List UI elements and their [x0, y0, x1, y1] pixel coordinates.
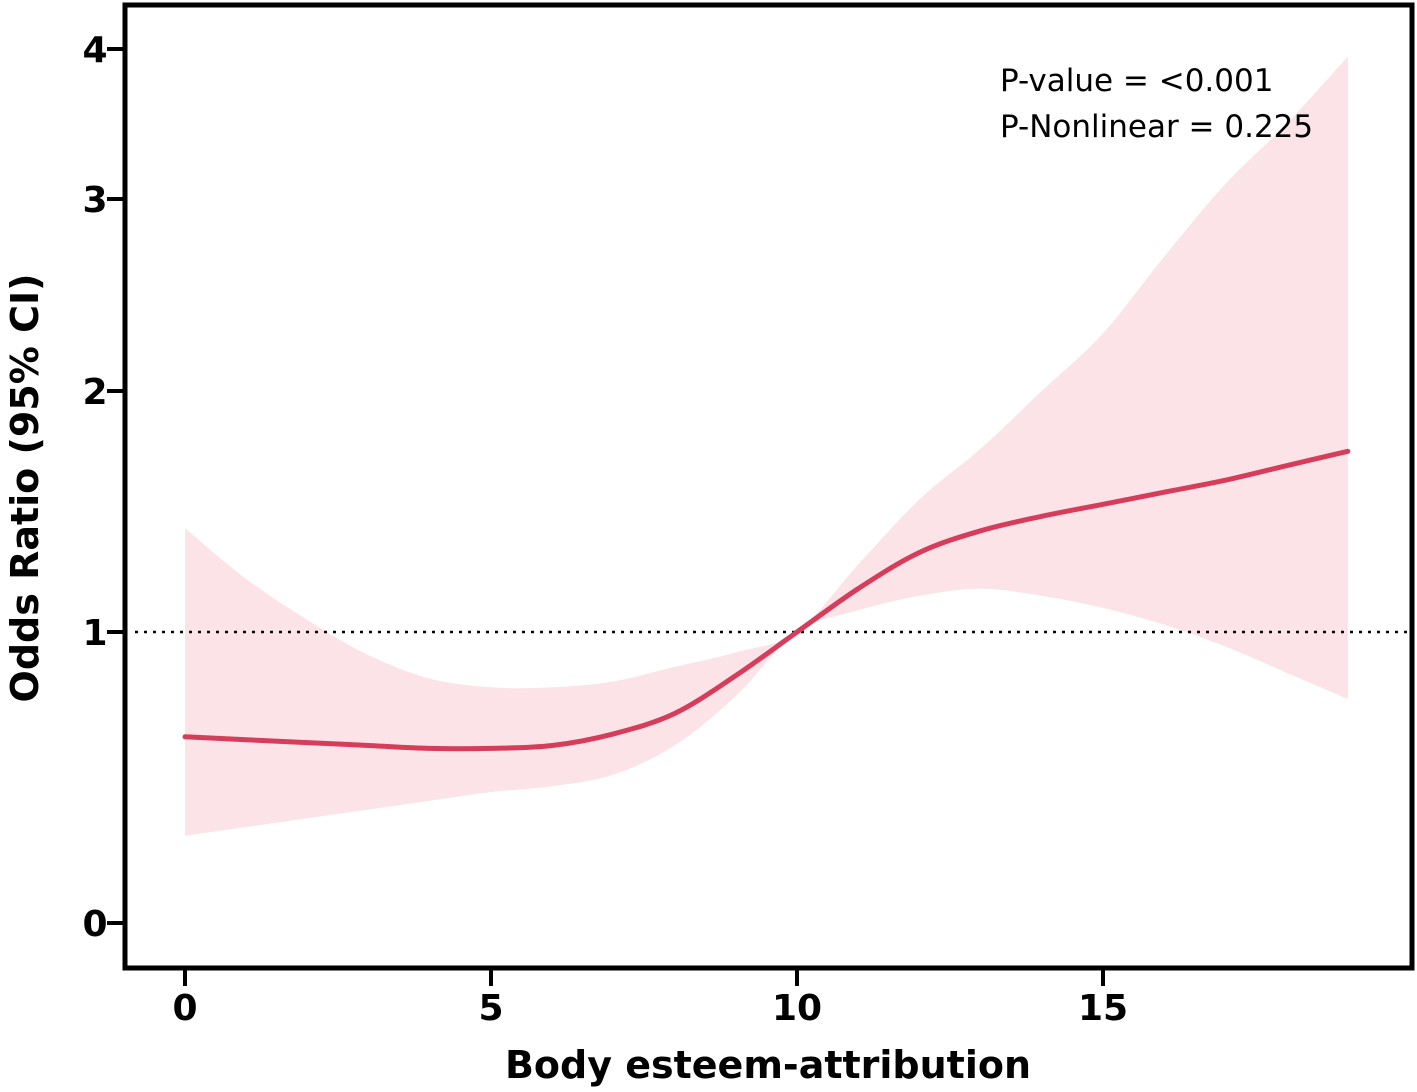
- p-nonlinear-annotation: P-Nonlinear = 0.225: [1000, 109, 1313, 145]
- x-axis-title: Body esteem-attribution: [505, 1043, 1031, 1087]
- p-value-annotation: P-value = <0.001: [1000, 63, 1273, 99]
- y-tick-label: 0: [82, 904, 107, 945]
- x-tick-label: 15: [1078, 988, 1128, 1029]
- y-axis-ticks: 0 1 2 3 4: [82, 30, 125, 945]
- y-tick-label: 3: [82, 180, 107, 221]
- y-tick-label: 4: [82, 30, 107, 71]
- odds-ratio-line: [182, 448, 1351, 752]
- x-tick-label: 0: [172, 988, 197, 1029]
- x-tick-label: 5: [478, 988, 503, 1029]
- y-tick-label: 2: [82, 372, 107, 413]
- y-tick-label: 1: [82, 613, 107, 654]
- x-axis-ticks: 0 5 10 15: [172, 968, 1128, 1029]
- y-axis-title: Odds Ratio (95% CI): [3, 274, 47, 703]
- plot-frame: [122, 2, 1415, 971]
- x-tick-label: 10: [772, 988, 822, 1029]
- confidence-band: [185, 56, 1348, 836]
